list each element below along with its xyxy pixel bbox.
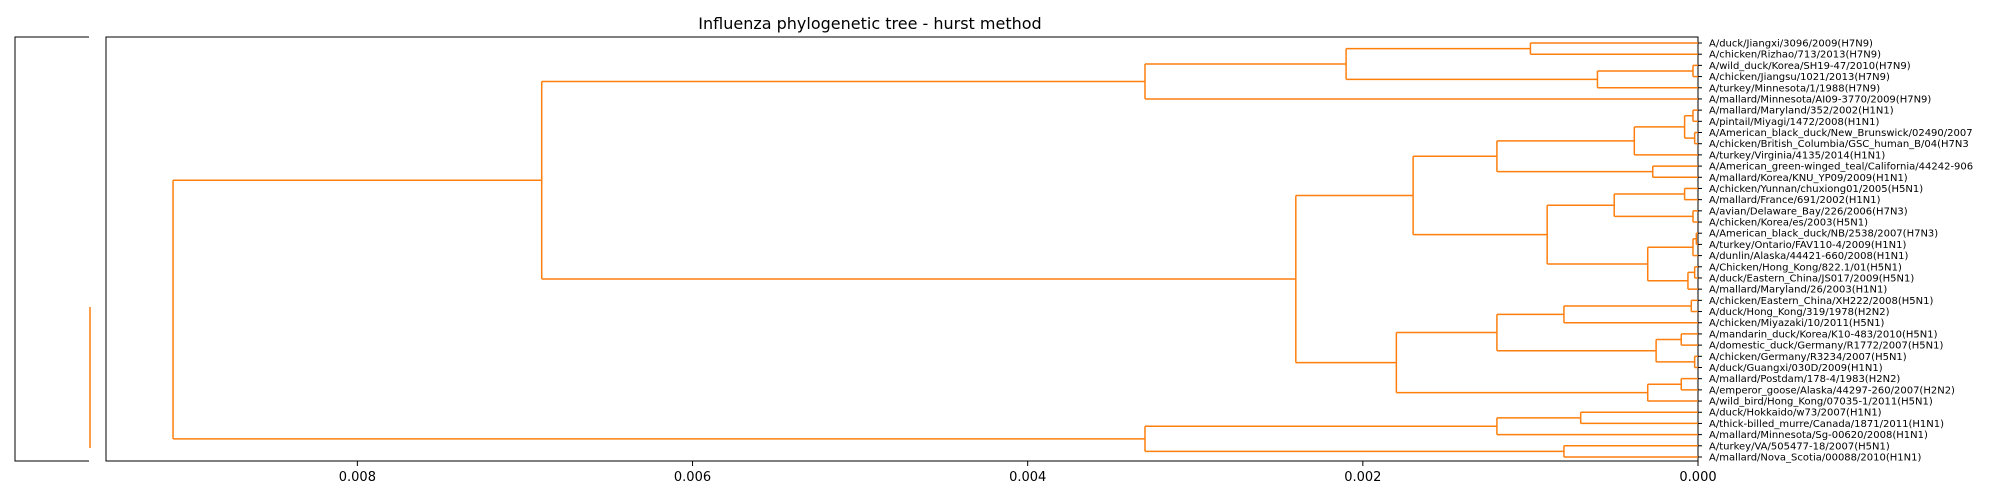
leaf-label-16: A/chicken/Korea/es/2003(H5N1): [1709, 218, 1868, 229]
leaf-label-14: A/mallard/France/691/2002(H1N1): [1709, 195, 1881, 206]
leaf-label-9: A/chicken/British_Columbia/GSC_human_B/0…: [1709, 139, 1969, 150]
x-tick-label-2: 0.004: [1009, 470, 1046, 485]
x-tick-label-0: 0.008: [339, 470, 376, 485]
leaf-label-22: A/mallard/Maryland/26/2003(H1N1): [1709, 285, 1887, 296]
leaf-label-28: A/chicken/Germany/R3234/2007(H5N1): [1709, 352, 1907, 363]
x-tick-label-1: 0.006: [674, 470, 711, 485]
leaf-label-15: A/avian/Delaware_Bay/226/2006(H7N3): [1709, 206, 1908, 217]
leaf-label-35: A/mallard/Minnesota/Sg-00620/2008(H1N1): [1709, 430, 1928, 441]
leaf-label-20: A/Chicken/Hong_Kong/822.1/01(H5N1): [1709, 262, 1902, 273]
leaf-label-10: A/turkey/Virginia/4135/2014(H1N1): [1709, 150, 1885, 161]
chart-title: Influenza phylogenetic tree - hurst meth…: [698, 14, 1041, 33]
leaf-label-11: A/American_green-winged_teal/California/…: [1709, 162, 1973, 173]
leaf-label-34: A/thick-billed_murre/Canada/1871/2011(H1…: [1709, 419, 1944, 430]
leaf-label-3: A/chicken/Jiangsu/1021/2013(H7N9): [1709, 72, 1890, 83]
leaf-label-25: A/chicken/Miyazaki/10/2011(H5N1): [1709, 318, 1885, 329]
leaf-label-0: A/duck/Jiangxi/3096/2009(H7N9): [1709, 39, 1873, 50]
x-tick-label-3: 0.002: [1344, 470, 1381, 485]
plot-frame: [105, 36, 1699, 462]
leaf-label-8: A/American_black_duck/New_Brunswick/0249…: [1709, 128, 1973, 139]
tree-branches: [172, 42, 1698, 458]
leaf-label-2: A/wild_duck/Korea/SH19-47/2010(H7N9): [1709, 61, 1911, 72]
leaf-label-23: A/chicken/Eastern_China/XH222/2008(H5N1): [1709, 296, 1933, 307]
leaf-label-36: A/turkey/VA/505477-18/2007(H5N1): [1709, 441, 1890, 452]
leaf-label-33: A/duck/Hokkaido/w73/2007(H1N1): [1709, 408, 1882, 419]
leaf-label-17: A/American_black_duck/NB/2538/2007(H7N3): [1709, 229, 1938, 240]
leaf-label-32: A/wild_bird/Hong_Kong/07035-1/2011(H5N1): [1709, 397, 1933, 408]
leaf-label-1: A/chicken/Rizhao/713/2013(H7N9): [1709, 50, 1881, 61]
leaf-label-37: A/mallard/Nova_Scotia/00088/2010(H1N1): [1709, 453, 1921, 464]
leaf-label-6: A/mallard/Maryland/352/2002(H1N1): [1709, 106, 1894, 117]
leaf-label-18: A/turkey/Ontario/FAV110-4/2009(H1N1): [1709, 240, 1906, 251]
leaf-label-27: A/domestic_duck/Germany/R1772/2007(H5N1): [1709, 341, 1943, 352]
leaf-label-24: A/duck/Hong_Kong/319/1978(H2N2): [1709, 307, 1890, 318]
side-panel-mask: [89, 30, 99, 470]
leaf-label-19: A/dunlin/Alaska/44421-660/2008(H1N1): [1709, 251, 1909, 262]
leaf-label-30: A/mallard/Postdam/178-4/1983(H2N2): [1709, 374, 1900, 385]
x-axis-ticks: 0.008 0.006 0.004 0.002 0.000: [339, 461, 1717, 485]
leaf-label-26: A/mandarin_duck/Korea/K10-483/2010(H5N1): [1709, 329, 1938, 340]
leaf-label-7: A/pintail/Miyagi/1472/2008(H1N1): [1709, 117, 1879, 128]
leaf-labels: A/duck/Jiangxi/3096/2009(H7N9)A/chicken/…: [1698, 39, 1973, 464]
leaf-label-5: A/mallard/Minnesota/AI09-3770/2009(H7N9): [1709, 94, 1931, 105]
leaf-label-21: A/duck/Eastern_China/JS017/2009(H5N1): [1709, 273, 1914, 284]
leaf-label-12: A/mallard/Korea/KNU_YP09/2009(H1N1): [1709, 173, 1908, 184]
side-panel-frame: [14, 36, 91, 462]
leaf-label-13: A/chicken/Yunnan/chuxiong01/2005(H5N1): [1709, 184, 1923, 195]
x-tick-label-4: 0.000: [1679, 470, 1716, 485]
leaf-label-4: A/turkey/Minnesota/1/1988(H7N9): [1709, 83, 1880, 94]
leaf-label-29: A/duck/Guangxi/030D/2009(H1N1): [1709, 363, 1883, 374]
leaf-label-31: A/emperor_goose/Alaska/44297-260/2007(H2…: [1709, 385, 1955, 396]
